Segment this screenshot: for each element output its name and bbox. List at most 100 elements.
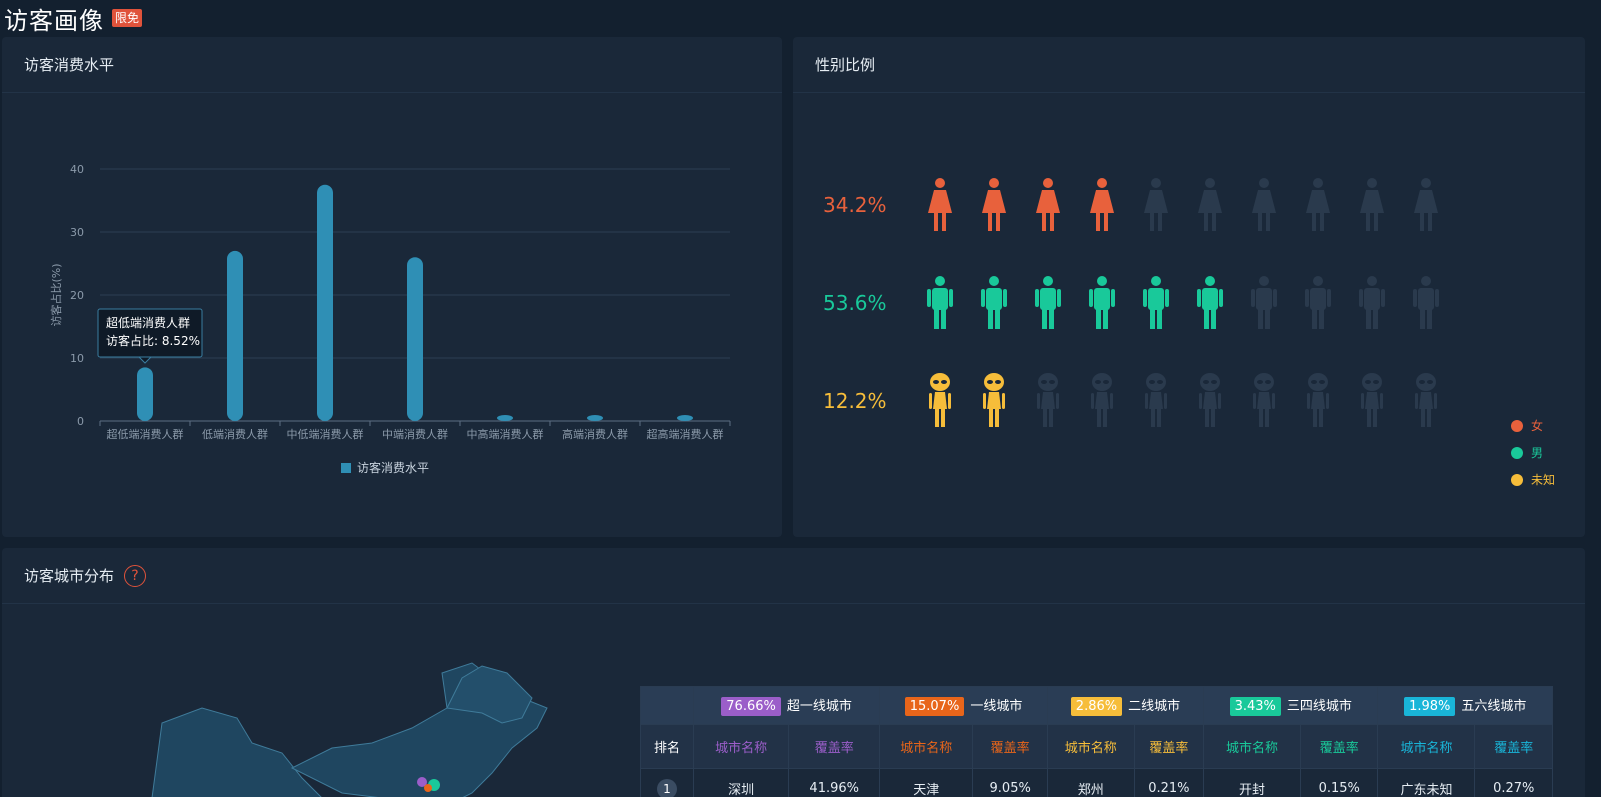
male-person-icon bbox=[1183, 275, 1237, 331]
y-axis-label: 访客占比(%) bbox=[49, 263, 63, 326]
city-name-cell: 天津 bbox=[879, 768, 974, 797]
city-name-header: 城市名称 bbox=[692, 724, 790, 769]
y-tick-label: 10 bbox=[70, 352, 84, 365]
male-person-icon bbox=[1129, 275, 1183, 331]
legend-dot-icon bbox=[1510, 473, 1523, 486]
alien-person-icon bbox=[1345, 373, 1399, 429]
tier-percent-badge: 3.43% bbox=[1229, 697, 1281, 716]
gender-row-male: 53.6% bbox=[823, 275, 1453, 331]
male-person-icon bbox=[1291, 275, 1345, 331]
consume-panel-header: 访客消费水平 bbox=[2, 37, 782, 93]
x-tick-label: 超高端消费人群 bbox=[647, 427, 724, 441]
y-tick-label: 30 bbox=[70, 226, 84, 239]
alien-person-icon bbox=[967, 373, 1021, 429]
bar[interactable] bbox=[137, 367, 153, 421]
map-region-northeast bbox=[446, 665, 533, 724]
city-name-cell: 深圳 bbox=[692, 768, 790, 797]
city-tier-table: 76.66% 超一线城市 15.07% 一线城市 2.86% 二线城市 3.43% 三四线城市… bbox=[640, 686, 1553, 797]
bar[interactable] bbox=[317, 184, 333, 421]
tier-header: 76.66% 超一线城市 bbox=[692, 686, 881, 725]
table-row: 1 深圳 41.96% 天津 9.05% 郑州 0.21% 开封 0.15% 广东未知 0.27% bbox=[640, 768, 1553, 797]
alien-person-icon bbox=[1237, 373, 1291, 429]
legend-label: 未知 bbox=[1530, 473, 1555, 487]
coverage-cell: 41.96% bbox=[788, 768, 881, 797]
gender-panel: 性别比例 34.2% 53.6% 12.2% 女男未知 bbox=[793, 37, 1585, 537]
legend-item[interactable]: 女 bbox=[1510, 417, 1555, 434]
male-person-icon bbox=[1237, 275, 1291, 331]
column-header-row: 排名 城市名称 覆盖率 城市名称 覆盖率 城市名称 覆盖率 城市名称 覆盖率 城市名称 覆盖率 bbox=[640, 724, 1553, 769]
bar[interactable] bbox=[587, 415, 603, 421]
female-person-icon bbox=[967, 177, 1021, 233]
tier-name: 超一线城市 bbox=[786, 699, 852, 714]
legend-dot-icon bbox=[1510, 419, 1523, 432]
city-name-header: 城市名称 bbox=[1377, 724, 1476, 769]
tier-header: 15.07% 一线城市 bbox=[879, 686, 1048, 725]
consume-panel: 访客消费水平 0 10 20 30 40 访客占比(%) 超低端消费人群 低端消费人群 中低端消… bbox=[2, 37, 782, 537]
coverage-header: 覆盖率 bbox=[788, 724, 881, 769]
city-name-cell: 开封 bbox=[1202, 768, 1302, 797]
city-panel-header: 访客城市分布 ? bbox=[2, 548, 1585, 604]
x-tick-label: 高端消费人群 bbox=[562, 427, 628, 441]
tier-name: 二线城市 bbox=[1128, 699, 1181, 714]
bar[interactable] bbox=[677, 415, 693, 421]
china-map[interactable] bbox=[2, 548, 642, 797]
question-icon[interactable]: ? bbox=[124, 564, 147, 587]
tier-header: 3.43% 三四线城市 bbox=[1202, 686, 1379, 725]
legend-swatch bbox=[341, 463, 351, 473]
alien-person-icon bbox=[913, 373, 967, 429]
tier-header: 1.98% 五六线城市 bbox=[1377, 686, 1553, 725]
x-tick-label: 中端消费人群 bbox=[382, 427, 448, 441]
legend-item[interactable]: 男 bbox=[1510, 444, 1555, 461]
tier-percent-badge: 15.07% bbox=[904, 697, 965, 716]
rank-cell: 1 bbox=[640, 768, 694, 797]
x-tick-label: 中高端消费人群 bbox=[467, 427, 544, 441]
male-person-icon bbox=[913, 275, 967, 331]
y-tick-label: 0 bbox=[77, 415, 84, 428]
coverage-cell: 0.27% bbox=[1474, 768, 1553, 797]
coverage-cell: 0.21% bbox=[1133, 768, 1205, 797]
female-person-icon bbox=[1129, 177, 1183, 233]
alien-person-icon bbox=[1291, 373, 1345, 429]
coverage-cell: 0.15% bbox=[1300, 768, 1379, 797]
bar[interactable] bbox=[407, 257, 423, 421]
gender-panel-header: 性别比例 bbox=[793, 37, 1585, 93]
tier-name: 五六线城市 bbox=[1461, 699, 1527, 714]
tooltip-title: 超低端消费人群 bbox=[106, 315, 190, 330]
city-name-header: 城市名称 bbox=[1046, 724, 1135, 769]
tier-name: 一线城市 bbox=[970, 699, 1023, 714]
map-region-west bbox=[151, 707, 322, 797]
bar[interactable] bbox=[227, 250, 243, 421]
bar[interactable] bbox=[497, 415, 513, 421]
tier-percent-badge: 76.66% bbox=[721, 697, 781, 716]
city-name-header: 城市名称 bbox=[879, 724, 974, 769]
tier-header-row: 76.66% 超一线城市 15.07% 一线城市 2.86% 二线城市 3.43% 三四线城市… bbox=[640, 686, 1553, 725]
gender-row-alien: 12.2% bbox=[823, 373, 1453, 429]
tier-percent-badge: 1.98% bbox=[1404, 697, 1456, 716]
page-title: 访客画像 bbox=[4, 6, 104, 35]
gender-percent: 53.6% bbox=[823, 291, 887, 315]
coverage-header: 覆盖率 bbox=[1474, 724, 1553, 769]
coverage-header: 覆盖率 bbox=[1300, 724, 1379, 769]
tooltip-value: 访客占比: 8.52% bbox=[106, 333, 200, 348]
female-person-icon bbox=[1399, 177, 1453, 233]
coverage-header: 覆盖率 bbox=[972, 724, 1048, 769]
male-person-icon bbox=[1399, 275, 1453, 331]
rank-badge: 1 bbox=[657, 778, 677, 797]
x-tick-label: 中低端消费人群 bbox=[287, 427, 364, 441]
gender-percent: 12.2% bbox=[823, 389, 887, 413]
city-name-header: 城市名称 bbox=[1202, 724, 1302, 769]
page-header: 访客画像 限免 bbox=[4, 2, 143, 35]
gender-legend: 女男未知 bbox=[1510, 417, 1555, 498]
male-person-icon bbox=[967, 275, 1021, 331]
legend-item[interactable]: 未知 bbox=[1510, 471, 1555, 488]
female-person-icon bbox=[1021, 177, 1075, 233]
alien-person-icon bbox=[1399, 373, 1453, 429]
gender-row-female: 34.2% bbox=[823, 177, 1453, 233]
female-person-icon bbox=[1291, 177, 1345, 233]
y-tick-label: 20 bbox=[70, 289, 84, 302]
alien-person-icon bbox=[1183, 373, 1237, 429]
gender-panel-title: 性别比例 bbox=[815, 56, 876, 74]
alien-person-icon bbox=[1075, 373, 1129, 429]
female-person-icon bbox=[1345, 177, 1399, 233]
